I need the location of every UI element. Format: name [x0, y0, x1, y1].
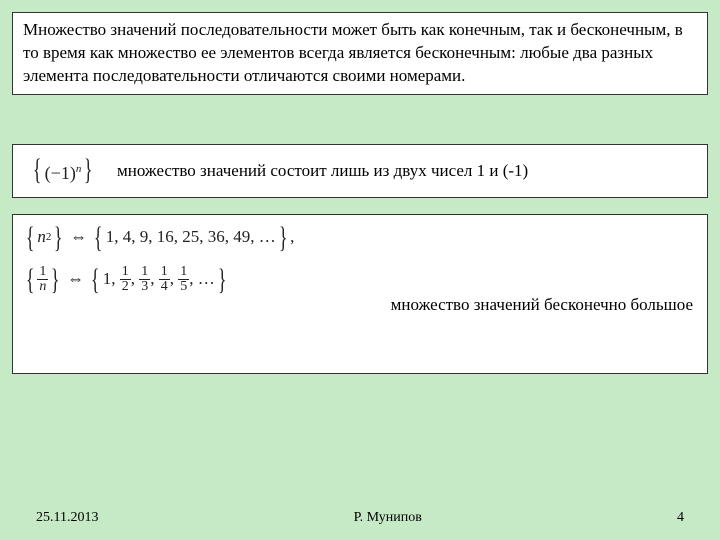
intro-text: Множество значений последовательности мо… [23, 20, 683, 85]
footer-date: 25.11.2013 [36, 510, 98, 526]
formula-n-squared: {n2} ⇔ {1, 4, 9, 16, 25, 36, 49, …}, [23, 223, 697, 251]
example-2-text: множество значений бесконечно большое [391, 295, 693, 315]
intro-text-box: Множество значений последовательности мо… [12, 12, 708, 95]
example-1-box: {(−1)n} множество значений состоит лишь … [12, 144, 708, 198]
example-1-text: множество значений состоит лишь из двух … [113, 161, 528, 181]
footer-page: 4 [677, 510, 684, 526]
example-1-formula: {(−1)n} [13, 159, 113, 184]
footer-author: Р. Мунипов [354, 510, 422, 526]
slide-footer: 25.11.2013 Р. Мунипов 4 [0, 510, 720, 526]
example-2-box: {n2} ⇔ {1, 4, 9, 16, 25, 36, 49, …}, {1n… [12, 214, 708, 374]
